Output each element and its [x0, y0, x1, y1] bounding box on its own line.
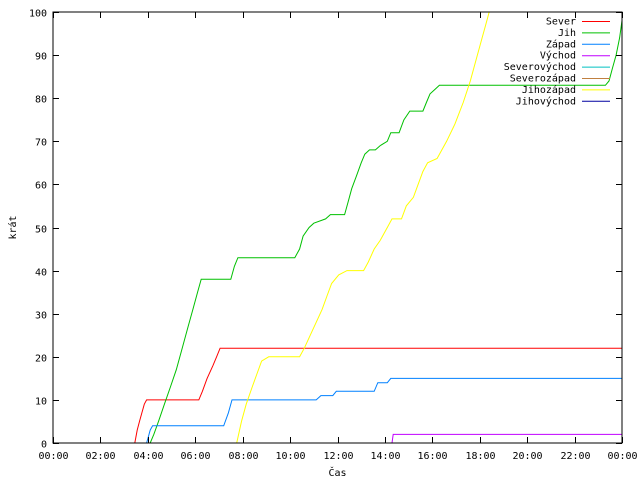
y-tick-label: 20	[35, 354, 47, 365]
y-tick-label: 100	[29, 9, 47, 20]
x-tick-label: 00:00	[607, 451, 637, 462]
legend-label: Jih	[558, 28, 576, 39]
x-tick-label: 06:00	[180, 451, 210, 462]
series-line-Sever	[134, 347, 622, 443]
plot-area	[134, 12, 622, 443]
x-tick-label: 10:00	[275, 451, 305, 462]
y-tick-label: 10	[35, 397, 47, 408]
plot-frame	[52, 11, 623, 444]
axes: 00:00 02:00 04:00 06:00 08:00 10:00 12:00 14:00…	[29, 9, 638, 463]
x-tick-label: 04:00	[133, 451, 163, 462]
legend-label: Východ	[540, 50, 576, 62]
x-tick-label: 02:00	[85, 451, 115, 462]
x-tick-label: 12:00	[323, 451, 353, 462]
x-tick-label: 22:00	[560, 451, 590, 462]
series-line-Jih	[149, 20, 622, 443]
legend-label: Západ	[546, 38, 576, 50]
legend-label: Jihovýchod	[516, 95, 576, 107]
y-tick-label: 0	[41, 440, 47, 451]
legend-label: Sever	[546, 17, 576, 28]
x-tick-label: 00:00	[38, 451, 68, 462]
y-tick-label: 70	[35, 138, 47, 149]
x-tick-label: 20:00	[512, 451, 542, 462]
series-line-Východ	[391, 433, 622, 443]
y-tick-label: 40	[35, 268, 47, 279]
x-tick-label: 14:00	[370, 451, 400, 462]
legend-label: Severovýchod	[504, 61, 576, 73]
series-line-Jihozápad	[236, 12, 490, 443]
y-tick-label: 80	[35, 95, 47, 106]
y-tick-label: 90	[35, 52, 47, 63]
x-axis-title: Čas	[328, 466, 346, 479]
x-tick-label: 16:00	[417, 451, 447, 462]
y-axis-title: krát	[7, 215, 19, 239]
x-tick-label: 08:00	[228, 451, 258, 462]
legend-label: Jihozápad	[522, 84, 576, 96]
series-line-Západ	[146, 377, 622, 443]
legend: SeverJihZápadVýchodSeverovýchodSeverozáp…	[504, 17, 610, 107]
x-tick-label: 18:00	[465, 451, 495, 462]
y-tick-label: 30	[35, 311, 47, 322]
y-tick-label: 50	[35, 225, 47, 236]
legend-label: Severozápad	[510, 73, 576, 85]
y-tick-label: 60	[35, 181, 47, 192]
